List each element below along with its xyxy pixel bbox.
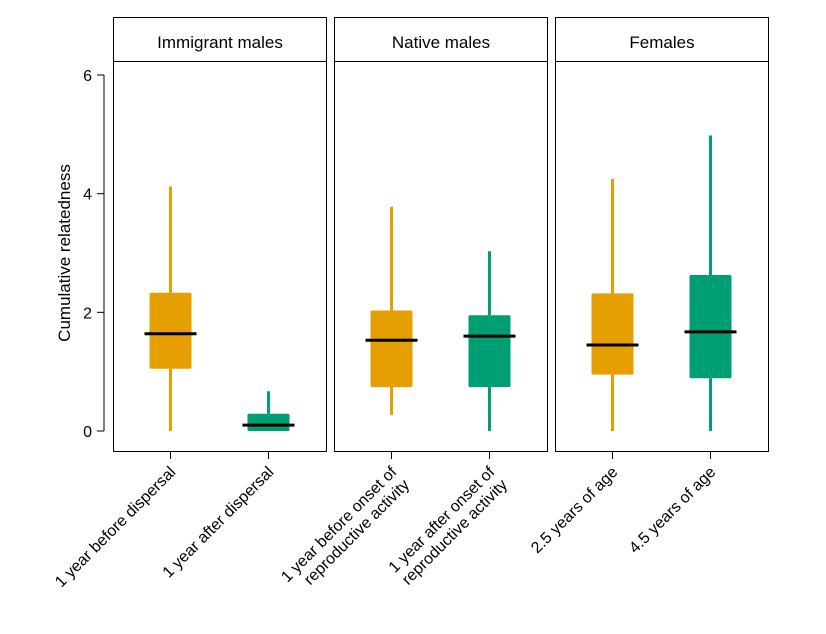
panel-title: Females [629, 33, 694, 52]
x-category-label-line: reproductive activity [399, 477, 511, 589]
x-category-label-line: 1 year before dispersal [52, 464, 179, 591]
panel-frame [334, 61, 548, 452]
panel-frame [113, 61, 327, 452]
y-tick-label: 4 [83, 187, 92, 204]
x-category-label: 1 year after dispersal [160, 464, 278, 582]
x-category-label-line: 1 year before onset of [278, 463, 400, 585]
panel-title: Immigrant males [157, 33, 283, 52]
x-category-label-line: 4.5 years of age [626, 464, 719, 557]
x-category-label: 2.5 years of age [528, 464, 621, 557]
panel-strip [555, 17, 769, 62]
iqr-box [468, 315, 511, 388]
x-category-label-line: 2.5 years of age [528, 464, 621, 557]
iqr-box [591, 293, 634, 375]
x-category-label: 1 year before dispersal [52, 464, 179, 591]
iqr-box [370, 310, 413, 388]
iqr-box [149, 292, 192, 369]
panel-title: Native males [392, 33, 490, 52]
x-category-label-line: 1 year after dispersal [160, 464, 278, 582]
iqr-box [689, 274, 732, 379]
panel-frame [555, 61, 769, 452]
y-axis-title: Cumulative relatedness [55, 164, 74, 342]
y-tick-label: 0 [83, 424, 92, 441]
panel-strip [334, 17, 548, 62]
panel-strip [113, 17, 327, 62]
y-tick-label: 2 [83, 305, 92, 322]
x-category-label: 1 year before onset ofreproductive activ… [278, 463, 413, 598]
y-tick-label: 6 [83, 68, 92, 85]
iqr-box [247, 413, 290, 431]
x-category-label: 4.5 years of age [626, 464, 719, 557]
